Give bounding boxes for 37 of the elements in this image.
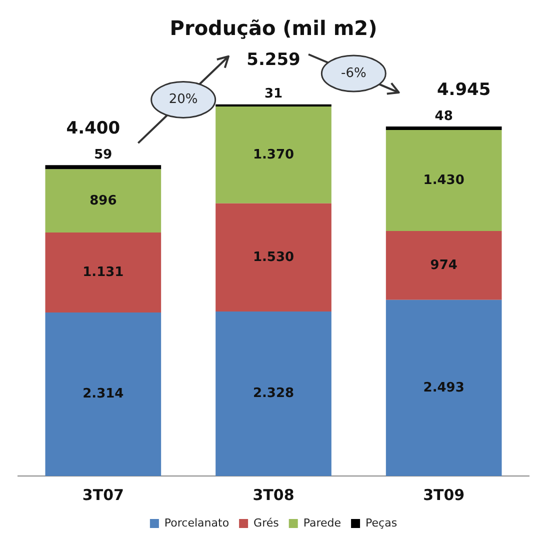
data-label: 2.328 bbox=[252, 386, 294, 402]
legend-label: Peças bbox=[366, 516, 398, 530]
data-label: 1.370 bbox=[252, 147, 294, 162]
bar bbox=[386, 126, 502, 130]
x-tick-label: 3T07 bbox=[82, 486, 124, 504]
bar bbox=[216, 203, 332, 312]
data-label: 59 bbox=[94, 147, 112, 162]
bar bbox=[45, 169, 162, 233]
annotation: 20% bbox=[168, 92, 198, 108]
legend-label: Porcelanato bbox=[164, 516, 230, 530]
data-label: 896 bbox=[90, 193, 117, 208]
text: -6% bbox=[341, 66, 366, 81]
legend-label: Grés bbox=[254, 516, 280, 530]
data-label: 48 bbox=[434, 108, 453, 124]
data-label: 974 bbox=[430, 258, 458, 273]
bar bbox=[216, 106, 332, 204]
x-tick-label: 3T08 bbox=[252, 486, 294, 504]
bar bbox=[386, 300, 502, 476]
bar bbox=[45, 312, 162, 476]
bar bbox=[45, 232, 162, 312]
bar bbox=[216, 104, 332, 107]
chart-title: Produção (mil m2) bbox=[170, 16, 378, 40]
legend-label: Parede bbox=[303, 516, 342, 530]
data-label: 1.131 bbox=[82, 264, 124, 280]
total-label: 4.400 bbox=[66, 118, 120, 138]
bar bbox=[386, 130, 502, 231]
data-label: 1.430 bbox=[423, 172, 464, 188]
data-label: 2.493 bbox=[423, 380, 464, 396]
x-tick-label: 3T09 bbox=[423, 486, 465, 504]
data-label: 1.530 bbox=[252, 250, 294, 265]
data-label: 31 bbox=[264, 86, 283, 102]
data-label: 2.314 bbox=[82, 386, 124, 402]
bar bbox=[386, 231, 502, 300]
bar bbox=[216, 311, 332, 476]
total-label: 5.259 bbox=[246, 50, 300, 70]
total-label: 4.945 bbox=[436, 80, 491, 100]
bar bbox=[45, 165, 162, 170]
